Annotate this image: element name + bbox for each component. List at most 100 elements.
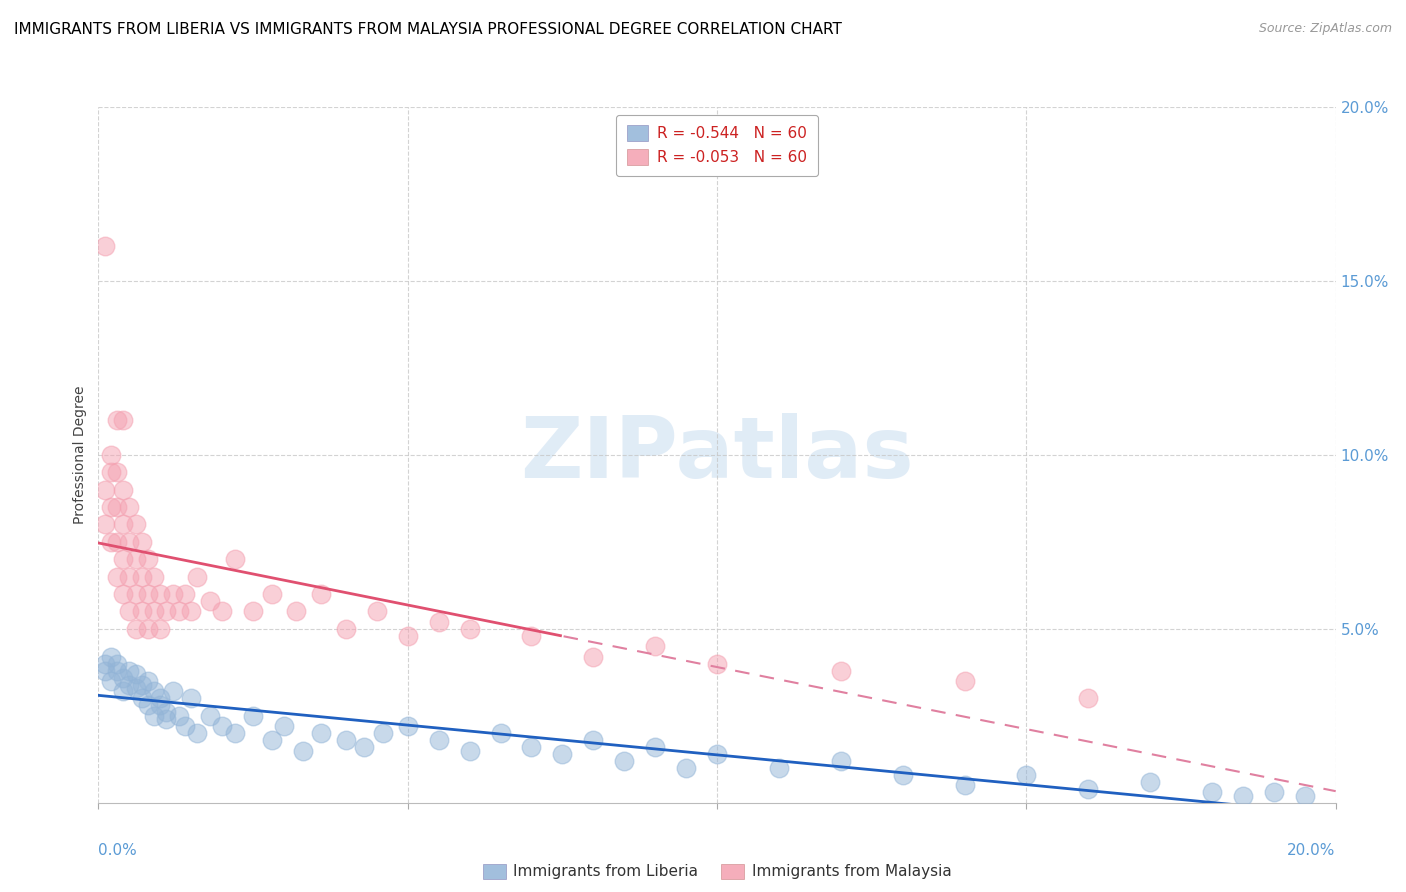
Point (162, 684, 184, 698)
Point (105, 413, 128, 427)
Point (198, 594, 221, 608)
Point (953, 778, 976, 792)
Point (186, 570, 208, 584)
Point (149, 698, 172, 713)
Point (93, 517, 115, 532)
Point (1263, 785, 1285, 799)
Point (830, 664, 852, 678)
Point (1139, 775, 1161, 789)
Point (520, 740, 543, 755)
Point (489, 726, 512, 740)
Point (309, 726, 332, 740)
Point (953, 674, 976, 689)
Point (112, 552, 135, 566)
Point (93, 664, 115, 678)
Text: 20.0%: 20.0% (1288, 843, 1336, 858)
Point (1077, 691, 1099, 706)
Point (427, 733, 450, 747)
Point (131, 570, 153, 584)
Point (167, 708, 190, 723)
Point (260, 587, 283, 601)
Point (155, 605, 177, 619)
Point (427, 615, 450, 629)
Point (162, 587, 184, 601)
Point (613, 754, 636, 768)
Point (211, 719, 233, 733)
Point (112, 671, 135, 685)
Point (198, 708, 221, 723)
Point (551, 747, 574, 761)
Point (211, 605, 233, 619)
Point (112, 587, 135, 601)
Point (285, 605, 308, 619)
Point (143, 570, 166, 584)
Point (582, 649, 605, 664)
Point (112, 483, 135, 497)
Point (167, 605, 190, 619)
Point (143, 684, 166, 698)
Point (335, 622, 357, 636)
Point (100, 448, 122, 462)
Point (458, 622, 481, 636)
Point (105, 664, 128, 678)
Point (100, 534, 122, 549)
Point (124, 517, 146, 532)
Point (112, 684, 135, 698)
Point (242, 708, 264, 723)
Point (291, 744, 314, 758)
Point (174, 587, 197, 601)
Point (124, 667, 146, 681)
Point (353, 740, 375, 755)
Point (93, 483, 115, 497)
Point (131, 677, 153, 691)
Point (143, 605, 166, 619)
Point (309, 587, 332, 601)
Point (675, 761, 697, 775)
Point (118, 677, 141, 691)
Point (180, 605, 202, 619)
Point (105, 570, 128, 584)
Point (644, 639, 666, 653)
Point (131, 534, 153, 549)
Point (118, 500, 141, 514)
Point (100, 466, 122, 480)
Point (136, 622, 159, 636)
Legend: Immigrants from Liberia, Immigrants from Malaysia: Immigrants from Liberia, Immigrants from… (477, 858, 957, 886)
Point (100, 674, 122, 689)
Point (112, 413, 135, 427)
Point (136, 552, 159, 566)
Point (118, 570, 141, 584)
Point (1015, 768, 1038, 782)
Point (366, 605, 388, 619)
Point (242, 605, 264, 619)
Point (186, 726, 208, 740)
Point (396, 629, 419, 643)
Point (112, 517, 135, 532)
Point (131, 605, 153, 619)
Point (224, 552, 246, 566)
Point (100, 500, 122, 514)
Point (118, 605, 141, 619)
Point (224, 726, 246, 740)
Point (118, 664, 141, 678)
Point (124, 681, 146, 695)
Point (396, 719, 419, 733)
Point (149, 622, 172, 636)
Point (768, 761, 790, 775)
Point (1294, 789, 1316, 803)
Point (706, 747, 728, 761)
Point (136, 698, 159, 713)
Point (273, 719, 295, 733)
Point (149, 691, 172, 706)
Point (1232, 789, 1254, 803)
Point (155, 706, 177, 720)
Point (93, 657, 115, 671)
Point (100, 649, 122, 664)
Point (891, 768, 914, 782)
Point (131, 691, 153, 706)
Point (371, 726, 394, 740)
Point (118, 534, 141, 549)
Text: ZIPatlas: ZIPatlas (520, 413, 914, 497)
Text: Source: ZipAtlas.com: Source: ZipAtlas.com (1258, 22, 1392, 36)
Point (174, 719, 197, 733)
